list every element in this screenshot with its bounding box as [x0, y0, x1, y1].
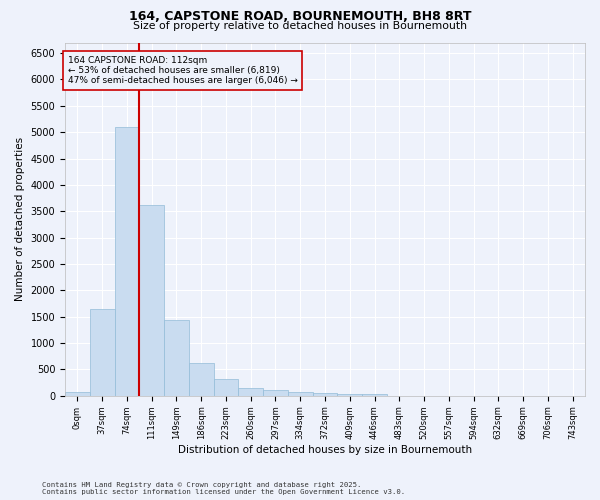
Y-axis label: Number of detached properties: Number of detached properties — [15, 137, 25, 301]
Text: Contains public sector information licensed under the Open Government Licence v3: Contains public sector information licen… — [42, 489, 405, 495]
Text: Size of property relative to detached houses in Bournemouth: Size of property relative to detached ho… — [133, 21, 467, 31]
Bar — [139, 205, 164, 396]
Bar — [313, 393, 337, 396]
X-axis label: Distribution of detached houses by size in Bournemouth: Distribution of detached houses by size … — [178, 445, 472, 455]
Bar — [238, 388, 263, 396]
Text: Contains HM Land Registry data © Crown copyright and database right 2025.: Contains HM Land Registry data © Crown c… — [42, 482, 361, 488]
Bar — [263, 390, 288, 396]
Bar — [65, 392, 90, 396]
Bar — [115, 127, 139, 396]
Bar — [90, 309, 115, 396]
Text: 164 CAPSTONE ROAD: 112sqm
← 53% of detached houses are smaller (6,819)
47% of se: 164 CAPSTONE ROAD: 112sqm ← 53% of detac… — [68, 56, 298, 86]
Bar — [189, 363, 214, 396]
Bar — [164, 320, 189, 396]
Text: 164, CAPSTONE ROAD, BOURNEMOUTH, BH8 8RT: 164, CAPSTONE ROAD, BOURNEMOUTH, BH8 8RT — [129, 10, 471, 23]
Bar — [214, 380, 238, 396]
Bar — [337, 394, 362, 396]
Bar — [362, 394, 387, 396]
Bar — [288, 392, 313, 396]
